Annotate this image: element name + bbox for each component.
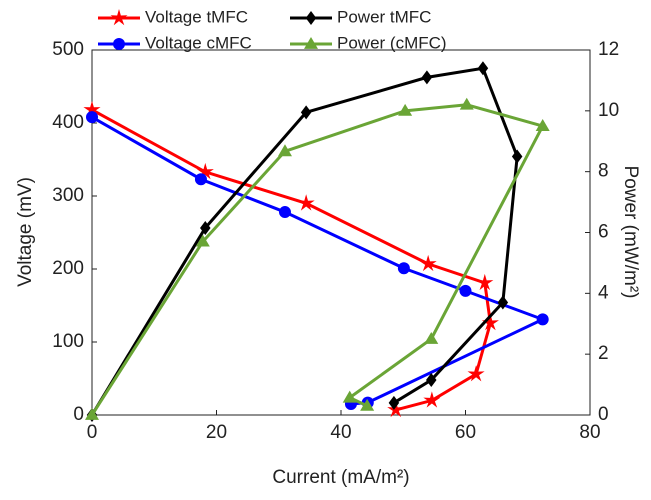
y2-tick-label: 2 xyxy=(598,343,609,364)
y2-tick-label: 0 xyxy=(598,404,609,425)
y-tick-label: 400 xyxy=(52,112,84,133)
marker xyxy=(476,273,494,291)
legend-marker xyxy=(304,37,318,49)
y2-axis-label: Power (mW/m²) xyxy=(620,166,641,299)
marker xyxy=(477,61,489,76)
marker xyxy=(535,119,550,131)
marker xyxy=(536,313,549,326)
y-tick-label: 0 xyxy=(73,404,84,425)
series-line xyxy=(91,115,547,406)
legend-label: Power (cMFC) xyxy=(337,33,447,52)
marker xyxy=(426,373,437,388)
marker xyxy=(511,149,523,164)
marker xyxy=(360,398,375,411)
y2-tick-label: 8 xyxy=(598,161,609,182)
x-tick-label: 80 xyxy=(579,422,600,443)
series-line xyxy=(91,108,492,412)
marker xyxy=(387,400,405,418)
x-tick-label: 20 xyxy=(206,422,227,443)
marker xyxy=(481,314,499,331)
x-tick-label: 60 xyxy=(455,422,476,443)
marker xyxy=(194,173,207,186)
legend-marker xyxy=(113,38,125,50)
y2-tick-label: 6 xyxy=(598,222,609,243)
legend-label: Voltage cMFC xyxy=(145,33,252,52)
marker xyxy=(85,408,99,420)
marker xyxy=(497,295,509,310)
marker xyxy=(200,220,211,235)
y2-tick-label: 12 xyxy=(598,39,619,60)
marker xyxy=(459,97,474,110)
marker xyxy=(467,365,485,382)
marker xyxy=(196,162,214,180)
x-tick-label: 0 xyxy=(87,422,98,443)
legend-label: Voltage tMFC xyxy=(145,7,248,26)
y2-tick-label: 4 xyxy=(598,282,609,303)
plot-frame xyxy=(91,49,591,416)
marker xyxy=(388,395,400,410)
legend-marker xyxy=(305,11,317,25)
y-axis-label: Voltage (mV) xyxy=(15,177,36,287)
y-tick-label: 200 xyxy=(52,258,84,279)
marker xyxy=(419,254,437,272)
marker xyxy=(398,103,413,116)
marker xyxy=(300,105,312,120)
marker xyxy=(397,262,410,275)
marker xyxy=(195,234,210,247)
marker xyxy=(297,194,315,211)
marker xyxy=(342,390,357,403)
y-tick-label: 500 xyxy=(52,39,84,60)
marker xyxy=(424,331,439,344)
marker xyxy=(277,144,292,157)
y-tick-label: 300 xyxy=(52,185,84,206)
marker xyxy=(423,391,441,408)
marker xyxy=(83,100,101,118)
y-tick-label: 100 xyxy=(52,331,84,352)
legend-label: Power tMFC xyxy=(337,7,431,26)
marker xyxy=(421,70,433,85)
x-tick-label: 40 xyxy=(330,422,351,443)
marker xyxy=(86,111,98,124)
series-line xyxy=(90,103,545,416)
marker xyxy=(459,284,472,297)
x-axis-label: Current (mA/m²) xyxy=(272,467,409,488)
legend-marker xyxy=(110,9,128,26)
y2-tick-label: 10 xyxy=(598,100,619,121)
marker xyxy=(278,206,291,219)
